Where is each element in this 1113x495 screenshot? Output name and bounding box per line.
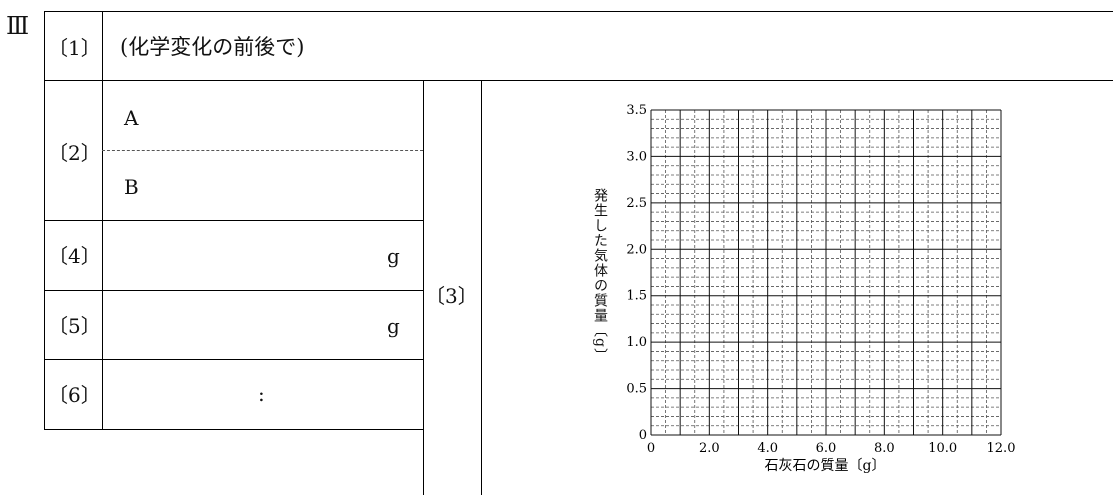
q6-ratio-separator: : <box>258 382 265 406</box>
x-tick-labels: 0 2.0 4.0 6.0 8.0 10.0 12.0 <box>647 441 1016 456</box>
q3-number: 〔3〕 <box>425 284 478 308</box>
x-tick-label: 4.0 <box>757 441 778 456</box>
x-tick-label: 10.0 <box>928 441 957 456</box>
y-tick-label: 3.5 <box>626 103 647 118</box>
q6-number: 〔6〕 <box>48 383 101 407</box>
x-axis-label: 石灰石の質量〔g〕 <box>765 458 886 474</box>
y-tick-label: 2.5 <box>626 196 647 211</box>
y-tick-label: 1.5 <box>626 289 647 304</box>
answers-right-divider <box>423 80 424 495</box>
chart-left-divider <box>481 80 482 495</box>
x-tick-label: 0 <box>647 441 655 456</box>
y-tick-label: 0.5 <box>626 382 647 397</box>
row2-divider <box>44 220 424 221</box>
grid-minor-lines <box>651 110 1001 435</box>
q6-left-answer-field[interactable] <box>110 370 245 420</box>
q4-number: 〔4〕 <box>48 244 101 268</box>
grid-major-lines <box>650 109 1002 436</box>
row1-divider <box>44 80 1113 81</box>
q5-unit: g <box>387 314 400 338</box>
q2-a-answer-field[interactable] <box>150 95 415 143</box>
q6-right-answer-field[interactable] <box>278 370 413 420</box>
q4-answer-field[interactable] <box>110 230 375 280</box>
q2-b-answer-field[interactable] <box>150 160 415 212</box>
x-tick-label: 12.0 <box>987 441 1016 456</box>
section-label: Ⅲ <box>6 12 30 40</box>
q2-sub-a-label: A <box>124 106 139 130</box>
q1-answer-field[interactable] <box>330 22 1100 70</box>
y-tick-label: 2.0 <box>626 242 647 257</box>
q2-number: 〔2〕 <box>48 141 101 165</box>
q5-number: 〔5〕 <box>48 314 101 338</box>
y-tick-label: 0 <box>639 428 647 443</box>
y-tick-label: 3.0 <box>626 149 647 164</box>
q2-sub-b-label: B <box>124 175 139 199</box>
q4-unit: g <box>387 244 400 268</box>
row2-ab-split <box>102 150 423 151</box>
x-tick-label: 8.0 <box>874 441 895 456</box>
q5-answer-field[interactable] <box>110 300 375 350</box>
table-border-top <box>44 11 1113 12</box>
row4-divider <box>44 290 424 291</box>
y-tick-labels: 0 0.5 1.0 1.5 2.0 2.5 3.0 3.5 <box>626 103 647 443</box>
row5-divider <box>44 359 424 360</box>
x-tick-label: 6.0 <box>816 441 837 456</box>
y-tick-label: 1.0 <box>626 335 647 350</box>
y-axis-label: 発生した気体の質量〔g〕 <box>592 188 608 363</box>
x-tick-label: 2.0 <box>699 441 720 456</box>
row6-divider <box>44 429 424 430</box>
q1-prompt: (化学変化の前後で) <box>120 35 305 59</box>
q1-number: 〔1〕 <box>48 36 101 60</box>
